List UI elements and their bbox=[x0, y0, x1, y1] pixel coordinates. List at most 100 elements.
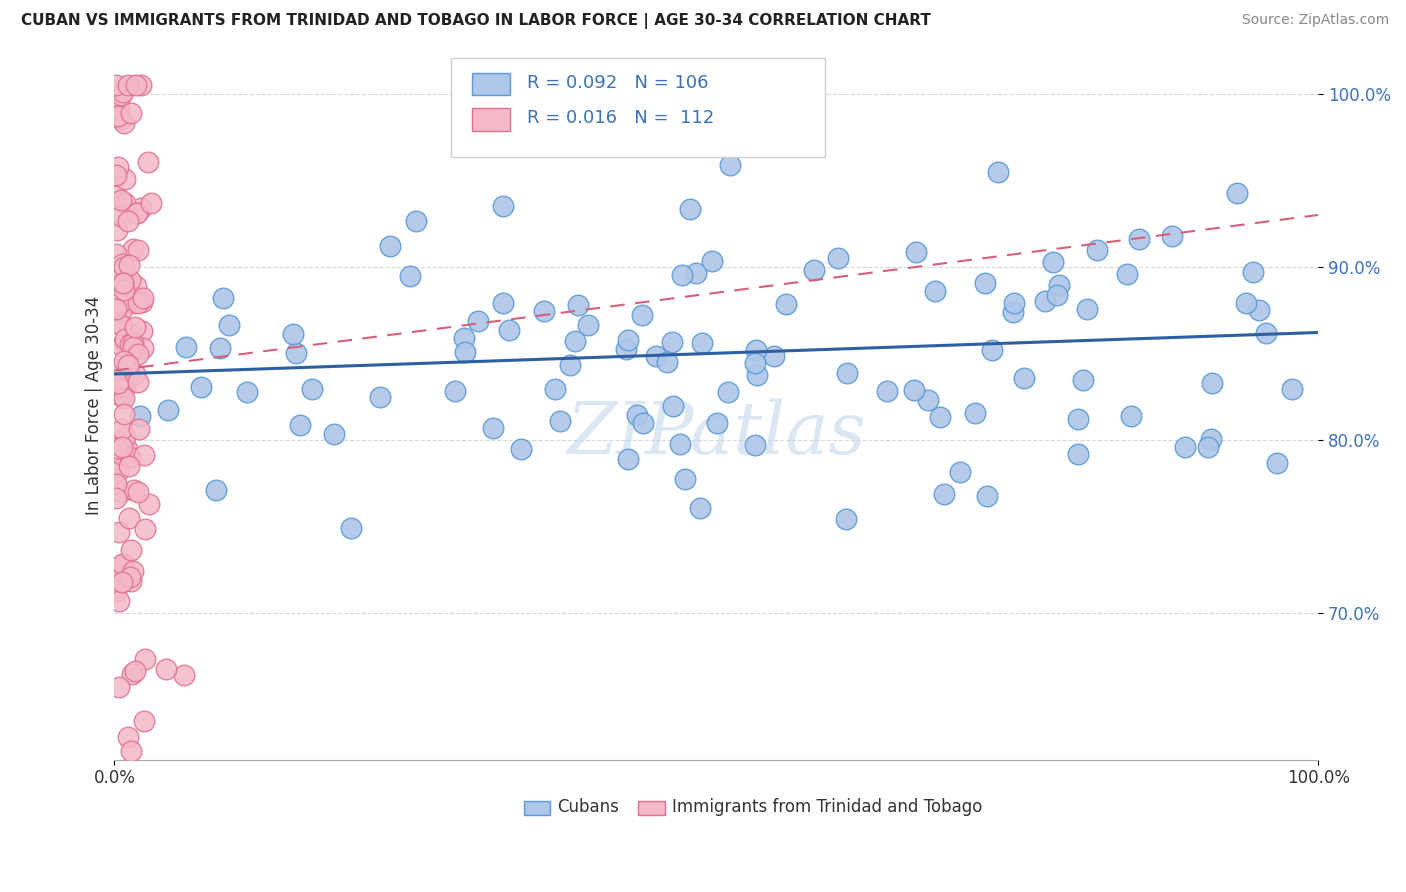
Point bbox=[548, 414, 571, 428]
Point bbox=[112, 116, 135, 130]
Point bbox=[107, 161, 129, 175]
Point bbox=[112, 85, 135, 99]
Point bbox=[1265, 456, 1288, 470]
Point bbox=[209, 341, 232, 355]
Text: ZIPatlas: ZIPatlas bbox=[567, 398, 866, 468]
Point bbox=[718, 158, 741, 172]
Point bbox=[110, 304, 132, 318]
Point bbox=[121, 243, 143, 257]
Point bbox=[122, 342, 145, 356]
Point bbox=[134, 522, 156, 536]
Point bbox=[105, 109, 128, 123]
Point bbox=[104, 301, 127, 316]
Point bbox=[111, 557, 134, 571]
Point bbox=[1067, 412, 1090, 426]
Point bbox=[399, 269, 422, 284]
Point bbox=[115, 442, 138, 456]
Point bbox=[111, 379, 134, 393]
Point bbox=[1226, 186, 1249, 200]
Point bbox=[380, 239, 402, 253]
Point bbox=[284, 345, 307, 359]
Point bbox=[405, 214, 427, 228]
Point bbox=[127, 376, 149, 390]
Y-axis label: In Labor Force | Age 30-34: In Labor Force | Age 30-34 bbox=[86, 295, 103, 515]
Point bbox=[1071, 373, 1094, 387]
Point bbox=[644, 349, 666, 363]
Point bbox=[127, 206, 149, 220]
Point bbox=[124, 367, 146, 381]
Point bbox=[120, 106, 142, 120]
Point bbox=[121, 340, 143, 354]
Point bbox=[835, 512, 858, 526]
Point bbox=[218, 318, 240, 332]
Point bbox=[114, 380, 136, 394]
Point bbox=[876, 384, 898, 399]
Point bbox=[617, 452, 640, 467]
Point bbox=[689, 500, 711, 515]
Point bbox=[110, 447, 132, 461]
Point bbox=[121, 296, 143, 310]
Point bbox=[107, 376, 129, 390]
Text: R = 0.092   N = 106: R = 0.092 N = 106 bbox=[527, 73, 709, 92]
Point bbox=[454, 345, 477, 359]
Point bbox=[685, 266, 707, 280]
Point bbox=[120, 543, 142, 558]
Point bbox=[928, 410, 950, 425]
Point bbox=[107, 594, 129, 608]
Point bbox=[560, 358, 582, 372]
Point bbox=[125, 78, 148, 93]
Point bbox=[706, 417, 728, 431]
Point bbox=[112, 260, 135, 275]
Point bbox=[111, 422, 134, 436]
Point bbox=[134, 714, 156, 729]
Point bbox=[134, 652, 156, 666]
Point bbox=[1012, 371, 1035, 385]
Point bbox=[104, 491, 127, 506]
Point bbox=[124, 664, 146, 678]
Point bbox=[131, 291, 153, 305]
Point bbox=[110, 484, 132, 499]
Point bbox=[976, 489, 998, 503]
Point bbox=[138, 498, 160, 512]
Point bbox=[110, 87, 132, 102]
Point bbox=[120, 744, 142, 758]
Point bbox=[108, 680, 131, 694]
Point bbox=[1087, 244, 1109, 258]
Point bbox=[110, 112, 132, 127]
Point bbox=[368, 390, 391, 404]
Point bbox=[112, 407, 135, 421]
Point bbox=[1201, 376, 1223, 391]
Point bbox=[322, 427, 344, 442]
Point bbox=[117, 214, 139, 228]
Point bbox=[110, 563, 132, 577]
Point bbox=[453, 331, 475, 345]
Point bbox=[1199, 432, 1222, 446]
Bar bbox=[472, 108, 510, 131]
Point bbox=[120, 570, 142, 584]
Point bbox=[114, 430, 136, 444]
Point bbox=[131, 341, 153, 355]
Point bbox=[139, 196, 162, 211]
Point bbox=[236, 385, 259, 400]
Point bbox=[107, 110, 129, 124]
Point bbox=[533, 303, 555, 318]
Point bbox=[544, 382, 567, 396]
FancyBboxPatch shape bbox=[451, 58, 825, 157]
Point bbox=[340, 521, 363, 535]
Point bbox=[1254, 326, 1277, 340]
Point bbox=[212, 291, 235, 305]
Point bbox=[111, 339, 134, 353]
Text: CUBAN VS IMMIGRANTS FROM TRINIDAD AND TOBAGO IN LABOR FORCE | AGE 30-34 CORRELAT: CUBAN VS IMMIGRANTS FROM TRINIDAD AND TO… bbox=[21, 13, 931, 29]
Point bbox=[510, 442, 533, 456]
Point bbox=[118, 510, 141, 524]
Point bbox=[1042, 255, 1064, 269]
Point bbox=[110, 194, 132, 208]
Point bbox=[127, 243, 149, 257]
Point bbox=[673, 472, 696, 486]
Text: R = 0.016   N =  112: R = 0.016 N = 112 bbox=[527, 109, 714, 127]
Point bbox=[717, 384, 740, 399]
Point bbox=[1160, 229, 1182, 244]
Point bbox=[105, 362, 128, 376]
Point bbox=[105, 223, 128, 237]
Point bbox=[136, 155, 159, 169]
